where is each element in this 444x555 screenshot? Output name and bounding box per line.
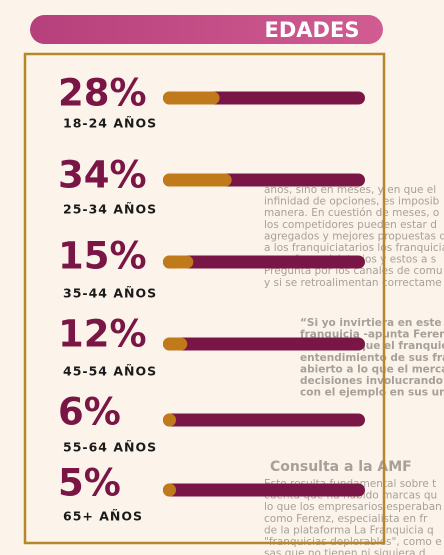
- bar-track: [163, 255, 365, 269]
- article-line: decisiones involucrando a la re: [300, 375, 444, 387]
- article-line: abierto a lo que el mercado le: [300, 363, 444, 375]
- article-line: de la plataforma La Franquicia q: [264, 524, 434, 536]
- background-article: años, sino en meses, y en que elinfinida…: [264, 184, 444, 555]
- chart-title: EDADES: [265, 18, 360, 42]
- frame: [23, 52, 386, 545]
- article-line: los competidores pueden estar d: [264, 219, 437, 231]
- category-label: 55-64 AÑOS: [63, 440, 157, 455]
- article-line: con el ejemplo en sus unid: [300, 387, 444, 399]
- category-label: 65+ AÑOS: [63, 509, 143, 524]
- article-line: años, sino en meses, y en que el: [264, 184, 436, 196]
- category-label: 25-34 AÑOS: [63, 202, 157, 217]
- article-line: manera. En cuestión de meses, o: [264, 207, 439, 219]
- title-pill: [30, 15, 383, 44]
- bar: [163, 255, 194, 269]
- article-line: y si se retroalimentan correctame: [264, 277, 442, 289]
- bar: [163, 173, 232, 187]
- category-label: 18-24 AÑOS: [63, 116, 157, 131]
- value-label: 5%: [58, 462, 121, 505]
- bar: [163, 337, 188, 351]
- article-line: infinidad de opciones, es imposib: [264, 196, 440, 208]
- value-label: 6%: [58, 391, 121, 434]
- article-line: sas que no tienen ni siquiera d: [264, 548, 426, 555]
- bar: [163, 483, 176, 497]
- bar: [163, 91, 220, 105]
- value-label: 15%: [58, 235, 147, 278]
- category-label: 35-44 AÑOS: [63, 286, 157, 301]
- bar-track: [163, 337, 365, 351]
- value-label: 34%: [58, 154, 147, 197]
- value-label: 12%: [58, 313, 147, 356]
- article-line: lo que los empresarios esperaban: [264, 501, 442, 513]
- bar: [163, 413, 176, 427]
- bar-track: [163, 483, 365, 497]
- article-line: agregados y mejores propuestas d: [264, 230, 444, 242]
- article-line: como Ferenz, especialista en fr: [264, 513, 428, 525]
- bar-track: [163, 413, 365, 427]
- article-line: a los franquiciatarios los franquiciante: [264, 242, 444, 254]
- article-heading: Consulta a la AMF: [270, 459, 412, 475]
- value-label: 28%: [58, 72, 147, 115]
- article-line: entendimiento de sus franquici: [300, 352, 444, 364]
- rows: 28%18-24 AÑOS 34% 25-34 AÑOS 15% 35-44 AÑOS 1…: [58, 72, 365, 524]
- article-line: “Si yo invirtiera en este mom: [300, 317, 444, 329]
- category-label: 45-54 AÑOS: [63, 364, 157, 379]
